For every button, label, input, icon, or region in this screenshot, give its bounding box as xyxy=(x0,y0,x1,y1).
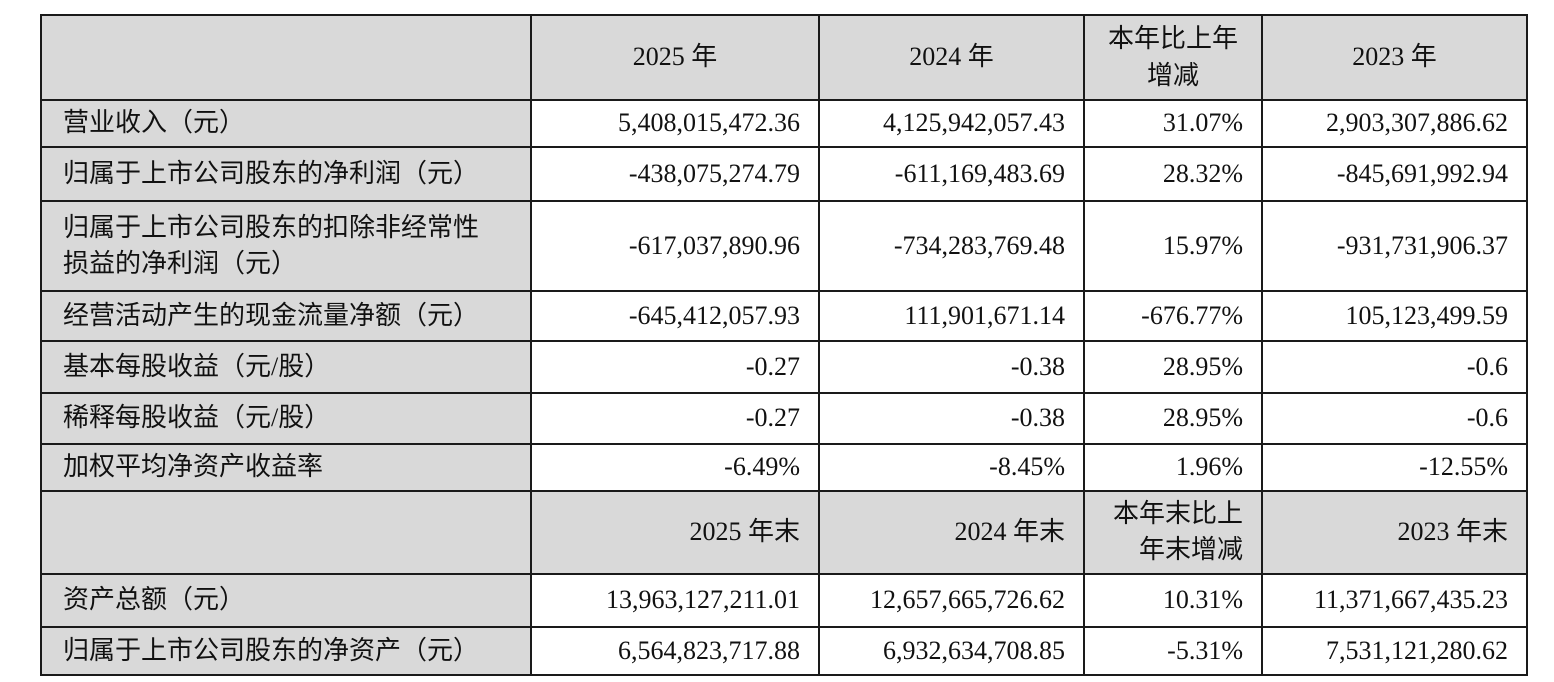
header-2023-end: 2023 年末 xyxy=(1261,490,1528,575)
value-2025: -0.27 xyxy=(530,340,820,394)
value-2023: -931,731,906.37 xyxy=(1261,200,1528,292)
header-2024-end: 2024 年末 xyxy=(818,490,1085,575)
row-label: 营业收入（元） xyxy=(40,99,532,148)
value-2023: -845,691,992.94 xyxy=(1261,146,1528,202)
value-2023: -12.55% xyxy=(1261,443,1528,492)
value-change: 31.07% xyxy=(1083,99,1263,148)
table-row: 营业收入（元） 5,408,015,472.36 4,125,942,057.43 3… xyxy=(40,99,1528,148)
value-2024: 111,901,671.14 xyxy=(818,290,1085,342)
table-row: 经营活动产生的现金流量净额（元） -645,412,057.93 111,901,6… xyxy=(40,290,1528,342)
value-2024: -611,169,483.69 xyxy=(818,146,1085,202)
row-label: 加权平均净资产收益率 xyxy=(40,443,532,492)
row-label: 归属于上市公司股东的扣除非经常性 损益的净利润（元） xyxy=(40,200,532,292)
value-2025: -617,037,890.96 xyxy=(530,200,820,292)
value-change: 28.95% xyxy=(1083,340,1263,394)
value-2025: 13,963,127,211.01 xyxy=(530,572,820,628)
header-2025: 2025 年 xyxy=(530,14,820,101)
value-2025: -0.27 xyxy=(530,392,820,445)
header-yoy-change: 本年比上年 增减 xyxy=(1083,14,1263,101)
table-row: 归属于上市公司股东的净资产（元） 6,564,823,717.88 6,932,63… xyxy=(40,625,1528,676)
table-row: 资产总额（元） 13,963,127,211.01 12,657,665,726.6… xyxy=(40,572,1528,628)
value-change: -5.31% xyxy=(1083,625,1263,676)
table-row: 基本每股收益（元/股） -0.27 -0.38 28.95% -0.6 xyxy=(40,340,1528,394)
value-2025: 6,564,823,717.88 xyxy=(530,625,820,676)
value-2025: -438,075,274.79 xyxy=(530,146,820,202)
empty-corner-cell xyxy=(40,490,532,575)
row-label: 资产总额（元） xyxy=(40,572,532,628)
value-2025: -6.49% xyxy=(530,443,820,492)
value-change: 10.31% xyxy=(1083,572,1263,628)
value-2024: -734,283,769.48 xyxy=(818,200,1085,292)
header-yoy-end-change: 本年末比上 年末增减 xyxy=(1083,490,1263,575)
row-label: 归属于上市公司股东的净利润（元） xyxy=(40,146,532,202)
value-2023: -0.6 xyxy=(1261,340,1528,394)
value-2025: 5,408,015,472.36 xyxy=(530,99,820,148)
period-header-row: 2025 年 2024 年 本年比上年 增减 2023 年 xyxy=(40,14,1528,101)
value-change: 28.95% xyxy=(1083,392,1263,445)
value-2023: 105,123,499.59 xyxy=(1261,290,1528,342)
empty-corner-cell xyxy=(40,14,532,101)
financial-summary-table: 2025 年 2024 年 本年比上年 增减 2023 年 营业收入（元） 5,4… xyxy=(40,14,1528,676)
table-row: 归属于上市公司股东的净利润（元） -438,075,274.79 -611,169,… xyxy=(40,146,1528,202)
row-label: 基本每股收益（元/股） xyxy=(40,340,532,394)
value-2024: 4,125,942,057.43 xyxy=(818,99,1085,148)
value-2023: 2,903,307,886.62 xyxy=(1261,99,1528,148)
value-change: -676.77% xyxy=(1083,290,1263,342)
row-label: 稀释每股收益（元/股） xyxy=(40,392,532,445)
value-2024: -0.38 xyxy=(818,392,1085,445)
value-2024: -8.45% xyxy=(818,443,1085,492)
value-change: 15.97% xyxy=(1083,200,1263,292)
header-2025-end: 2025 年末 xyxy=(530,490,820,575)
value-change: 28.32% xyxy=(1083,146,1263,202)
value-2024: -0.38 xyxy=(818,340,1085,394)
table-row: 加权平均净资产收益率 -6.49% -8.45% 1.96% -12.55% xyxy=(40,443,1528,492)
row-label: 经营活动产生的现金流量净额（元） xyxy=(40,290,532,342)
header-2023: 2023 年 xyxy=(1261,14,1528,101)
table-row: 归属于上市公司股东的扣除非经常性 损益的净利润（元） -617,037,890.9… xyxy=(40,200,1528,292)
value-2024: 6,932,634,708.85 xyxy=(818,625,1085,676)
header-2024: 2024 年 xyxy=(818,14,1085,101)
row-label: 归属于上市公司股东的净资产（元） xyxy=(40,625,532,676)
value-2023: 11,371,667,435.23 xyxy=(1261,572,1528,628)
value-2023: 7,531,121,280.62 xyxy=(1261,625,1528,676)
value-change: 1.96% xyxy=(1083,443,1263,492)
value-2023: -0.6 xyxy=(1261,392,1528,445)
period-end-header-row: 2025 年末 2024 年末 本年末比上 年末增减 2023 年末 xyxy=(40,490,1528,575)
value-2024: 12,657,665,726.62 xyxy=(818,572,1085,628)
table-row: 稀释每股收益（元/股） -0.27 -0.38 28.95% -0.6 xyxy=(40,392,1528,445)
value-2025: -645,412,057.93 xyxy=(530,290,820,342)
